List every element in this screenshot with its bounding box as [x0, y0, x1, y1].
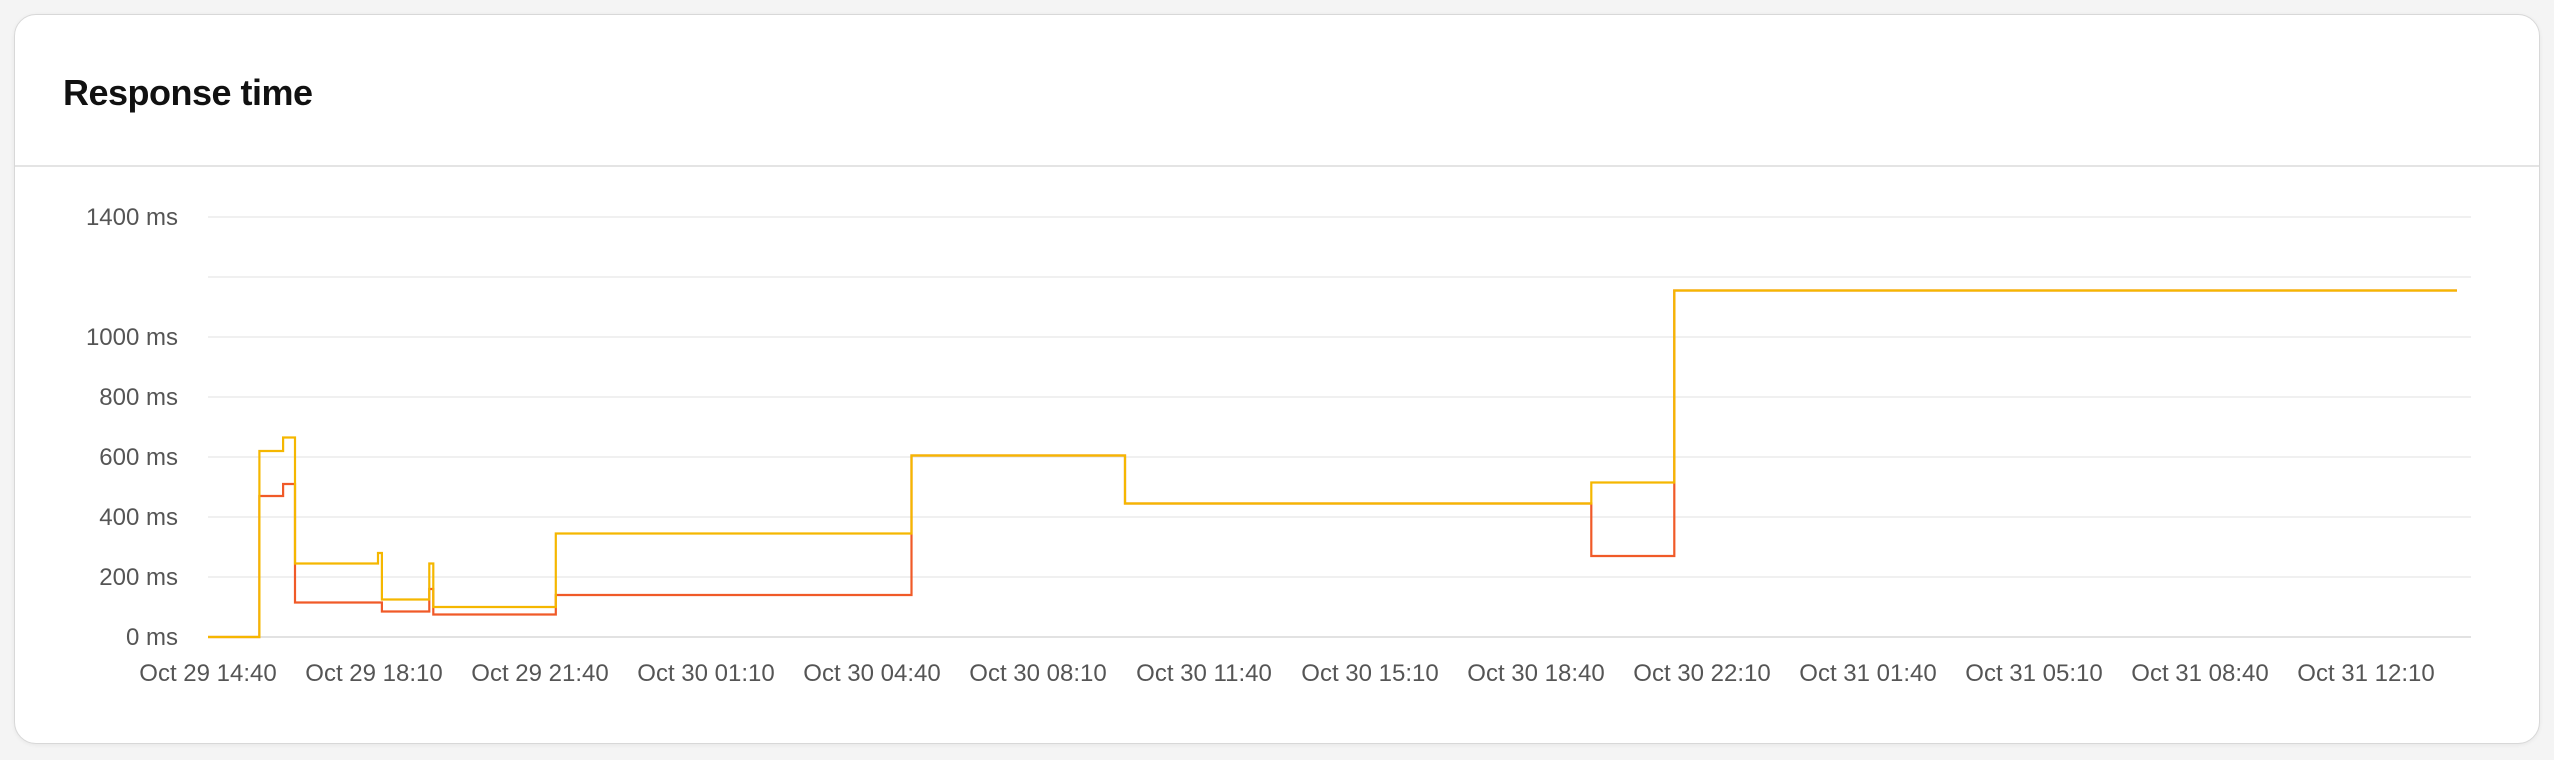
x-tick-label: Oct 31 08:40	[2131, 660, 2268, 687]
response-time-chart: 0 ms 200 ms 400 ms 600 ms 800 ms 1000 ms 1400 …	[86, 204, 2471, 687]
x-tick-label: Oct 29 18:10	[305, 660, 442, 687]
x-tick-label: Oct 31 12:10	[2297, 660, 2434, 687]
tick-layer: 0 ms 200 ms 400 ms 600 ms 800 ms 1000 ms 1400 …	[86, 204, 2435, 687]
y-tick-label: 600 ms	[99, 444, 178, 471]
y-tick-label: 400 ms	[99, 504, 178, 531]
x-tick-label: Oct 30 08:10	[969, 660, 1106, 687]
y-tick-label: 1400 ms	[86, 204, 178, 231]
series-line-orange	[208, 289, 2457, 639]
x-tick-label: Oct 30 18:40	[1467, 660, 1604, 687]
x-tick-label: Oct 30 04:40	[803, 660, 940, 687]
x-tick-label: Oct 29 21:40	[471, 660, 608, 687]
x-tick-label: Oct 30 15:10	[1301, 660, 1438, 687]
x-tick-label: Oct 30 22:10	[1633, 660, 1770, 687]
grid-layer	[208, 216, 2471, 638]
y-tick-label: 1000 ms	[86, 324, 178, 351]
y-tick-label: 200 ms	[99, 564, 178, 591]
y-tick-label: 800 ms	[99, 384, 178, 411]
chart-area: 0 ms 200 ms 400 ms 600 ms 800 ms 1000 ms 1400 …	[15, 15, 2539, 743]
x-tick-label: Oct 31 01:40	[1799, 660, 1936, 687]
response-time-card: Response time 0 ms 200 ms 400 ms 600 ms 800 …	[14, 14, 2540, 744]
series-line-yellow	[208, 289, 2457, 639]
x-tick-label: Oct 30 01:10	[637, 660, 774, 687]
y-tick-label: 0 ms	[126, 624, 178, 651]
x-tick-label: Oct 31 05:10	[1965, 660, 2102, 687]
series-layer	[208, 289, 2457, 639]
x-tick-label: Oct 29 14:40	[139, 660, 276, 687]
x-tick-label: Oct 30 11:40	[1136, 660, 1272, 687]
card-title: Response time	[63, 72, 313, 113]
card-header: Response time	[15, 15, 2539, 167]
